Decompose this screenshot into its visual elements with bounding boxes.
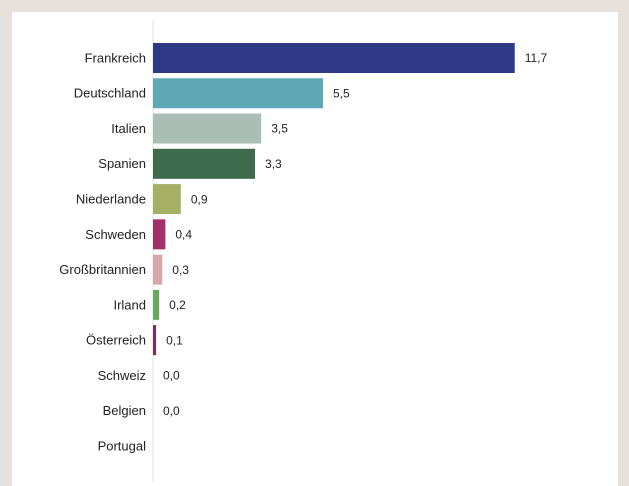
category-label: Portugal [98, 438, 147, 453]
category-label: Italien [111, 121, 146, 136]
bar [153, 289, 160, 320]
value-label: 0,0 [163, 404, 180, 418]
category-label: Frankreich [85, 50, 146, 65]
bar [153, 219, 166, 250]
bar [153, 254, 163, 285]
category-label: Schweiz [98, 368, 146, 383]
value-label: 0,1 [166, 333, 183, 347]
bar [153, 113, 262, 144]
category-label: Irland [113, 297, 146, 312]
category-label: Deutschland [74, 86, 146, 101]
category-label: Belgien [103, 403, 146, 418]
bar [153, 78, 324, 109]
value-label: 3,3 [265, 157, 282, 171]
category-label: Niederlande [76, 192, 146, 207]
bar [153, 43, 515, 73]
bar [153, 184, 181, 215]
value-label: 0,9 [191, 192, 208, 206]
value-label: 0,3 [172, 263, 189, 277]
category-label: Schweden [85, 227, 146, 242]
value-label: 11,7 [525, 51, 548, 65]
category-label: Großbritannien [59, 262, 146, 277]
bar [153, 325, 157, 356]
value-label: 5,5 [333, 86, 350, 100]
category-label: Österreich [86, 333, 146, 348]
value-label: 0,4 [175, 228, 192, 242]
value-label: 0,0 [163, 369, 180, 383]
value-label: 3,5 [271, 122, 288, 136]
value-label: 0,2 [169, 298, 186, 312]
bar [153, 148, 256, 179]
category-label: Spanien [98, 156, 146, 171]
